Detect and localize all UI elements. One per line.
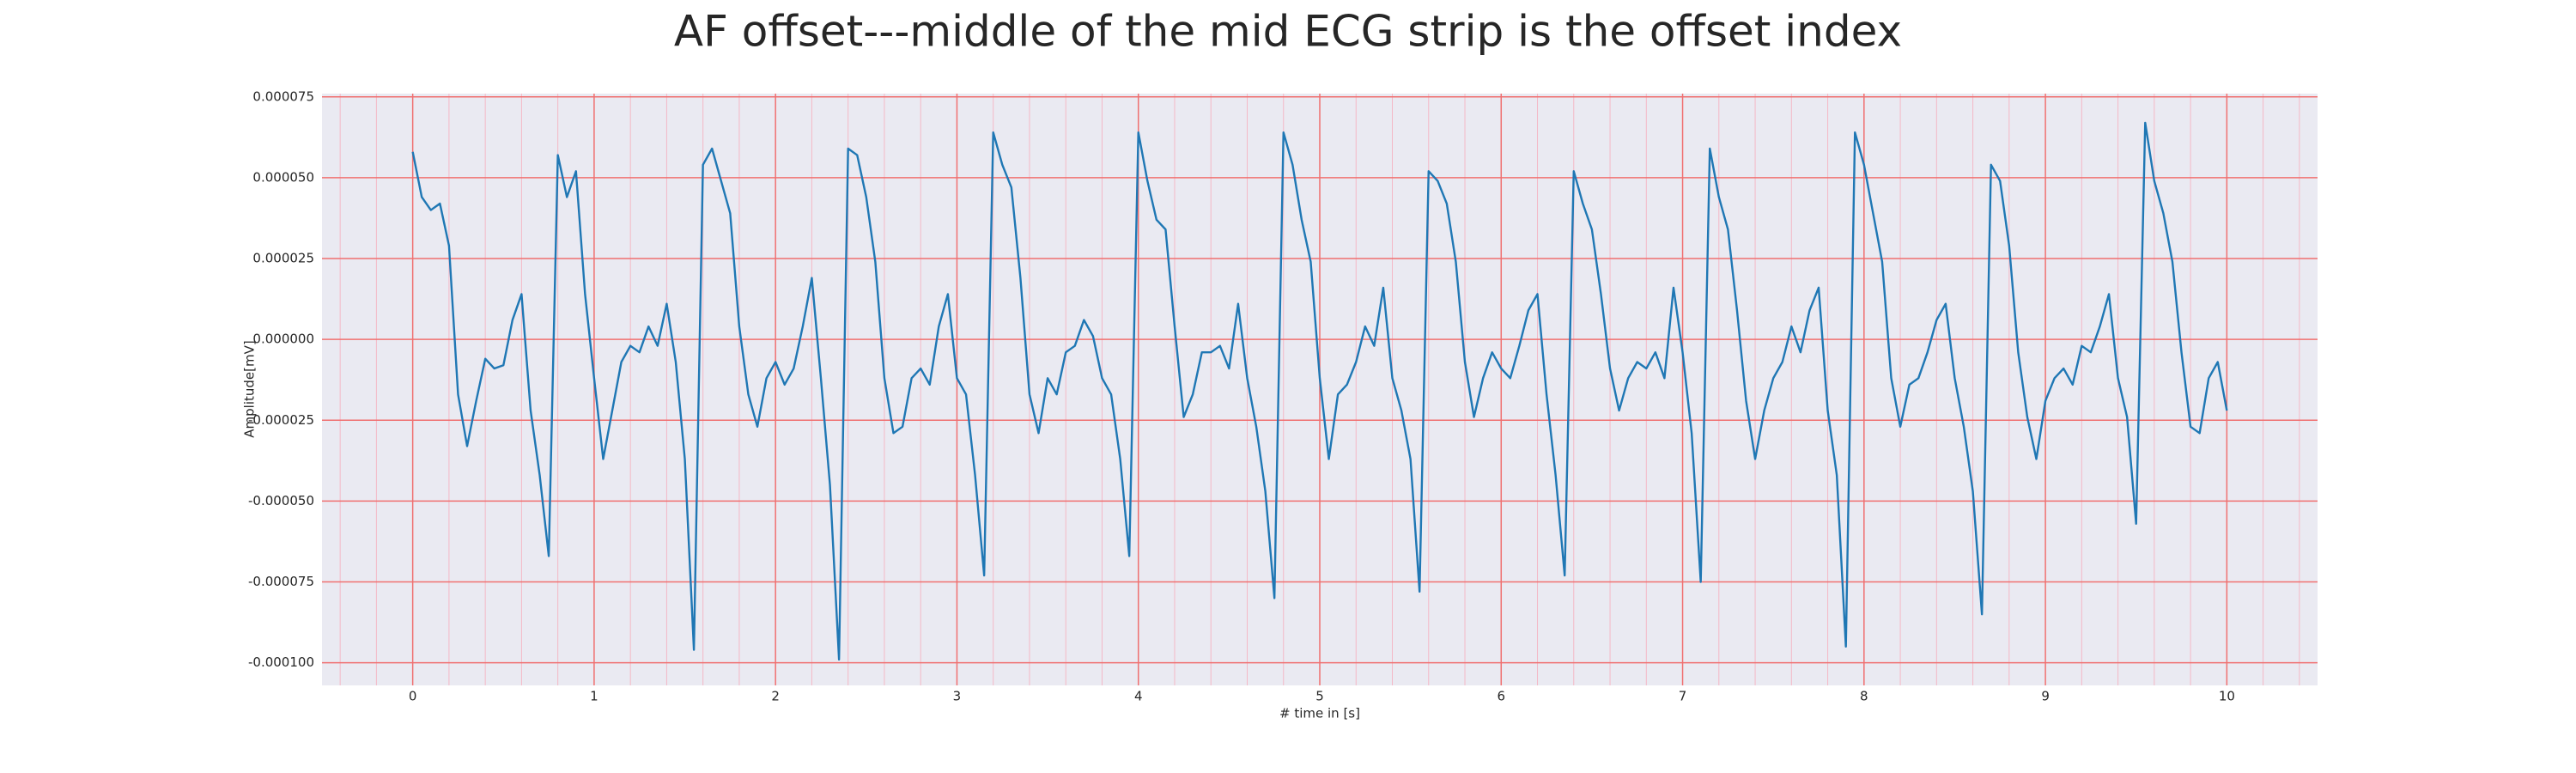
x-axis-label: # time in [s]: [1279, 706, 1360, 721]
x-tick-label: 8: [1860, 689, 1868, 704]
y-tick-label: -0.000025: [248, 412, 314, 428]
y-tick-label: -0.000075: [248, 574, 314, 589]
plot-marks: [411, 121, 2228, 661]
y-tick-label: 0.000025: [252, 251, 314, 266]
ecg-line: [411, 121, 2228, 661]
x-tick-label: 3: [953, 689, 962, 704]
x-tick-label: 9: [2041, 689, 2050, 704]
y-tick-label: -0.000100: [248, 654, 314, 670]
x-tick-label: 1: [590, 689, 598, 704]
x-tick-label: 7: [1679, 689, 1687, 704]
y-tick-label: -0.000050: [248, 493, 314, 508]
x-tick-label: 10: [2219, 689, 2235, 704]
y-tick-label: 0.000000: [252, 332, 314, 347]
x-tick-label: 2: [771, 689, 780, 704]
y-tick-label: 0.000075: [252, 88, 314, 104]
y-tick-label: 0.000050: [252, 169, 314, 185]
x-tick-label: 0: [409, 689, 417, 704]
x-tick-label: 5: [1315, 689, 1324, 704]
x-tick-label: 6: [1497, 689, 1505, 704]
x-tick-label: 4: [1134, 689, 1143, 704]
y-axis-label: Amplitude[mV]: [242, 340, 258, 437]
chart-title: AF offset---middle of the mid ECG strip …: [674, 7, 1902, 57]
